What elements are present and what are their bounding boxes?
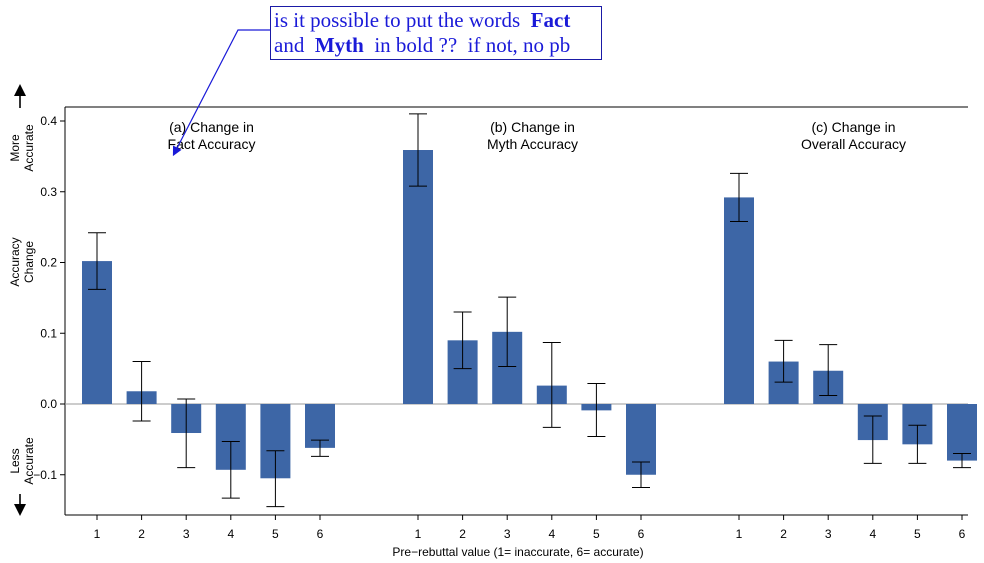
y-tick-label: 0.4 [40, 114, 57, 128]
y-side-labels: More Accurate Accuracy Change Less Accur… [8, 84, 36, 516]
x-tick-label: 3 [183, 527, 190, 541]
x-tick-label: 5 [272, 527, 279, 541]
callout-arrow-icon [172, 29, 270, 157]
x-tick-label: 6 [638, 527, 645, 541]
x-tick-label: 4 [869, 527, 876, 541]
x-tick-label: 2 [138, 527, 145, 541]
bar [403, 150, 433, 404]
less-accurate-label-2: Accurate [22, 437, 36, 485]
y-tick-label: 0.1 [40, 326, 57, 340]
annotation-arrow [172, 29, 270, 157]
x-tick-label: 1 [94, 527, 101, 541]
x-tick-label: 3 [825, 527, 832, 541]
x-tick-label: 2 [459, 527, 466, 541]
x-tick-label: 5 [914, 527, 921, 541]
x-axis-label: Pre−rebuttal value (1= inaccurate, 6= ac… [392, 545, 643, 559]
x-tick-label: 1 [736, 527, 743, 541]
axis-text-group: −0.1 0.0 0.1 0.2 0.3 0.4 1 2 3 4 5 6 (a) Change inFa… [33, 114, 965, 559]
y-tick-label: 0.2 [40, 256, 57, 270]
more-accurate-label-1: More [8, 134, 22, 162]
y-tick-label: 0.3 [40, 185, 57, 199]
note-line2-end: in bold ?? if not, no pb [363, 33, 571, 57]
x-tick-label: 6 [317, 527, 324, 541]
plot-frame [64, 106, 968, 516]
x-tick-label: 3 [504, 527, 511, 541]
panel-title-line2: Myth Accuracy [487, 136, 578, 152]
accuracy-change-label-2: Change [22, 241, 36, 283]
more-accurate-label-2: Accurate [22, 124, 36, 172]
bar [947, 404, 977, 461]
panel-title-line2: Fact Accuracy [168, 136, 256, 152]
x-tick-label: 5 [593, 527, 600, 541]
panel-title-line1: (b) Change in [490, 119, 575, 135]
more-accurate-arrowhead-icon [14, 84, 26, 96]
x-tick-label: 4 [548, 527, 555, 541]
panel-title-line1: (a) Change in [169, 119, 254, 135]
accuracy-change-label-1: Accuracy [8, 237, 22, 286]
less-accurate-arrowhead-icon [14, 504, 26, 516]
y-tick-label: −0.1 [33, 468, 57, 482]
y-tick-label: 0.0 [40, 397, 57, 411]
x-tick-label: 1 [415, 527, 422, 541]
less-accurate-label-1: Less [8, 448, 22, 473]
x-tick-label: 6 [959, 527, 966, 541]
annotation-note: is it possible to put the words Fact and… [270, 6, 602, 60]
x-tick-label: 2 [780, 527, 787, 541]
error-bars-group [88, 113, 971, 508]
note-line2-start: and [274, 33, 315, 57]
panel-title-line2: Overall Accuracy [801, 136, 906, 152]
panel-title-line1: (c) Change in [811, 119, 895, 135]
x-tick-label: 4 [227, 527, 234, 541]
bar [724, 197, 754, 404]
note-fact-word: Fact [530, 8, 571, 32]
note-myth-word: Myth [314, 33, 364, 57]
bars-group [82, 150, 977, 479]
note-line1-text: is it possible to put the words [274, 8, 531, 32]
